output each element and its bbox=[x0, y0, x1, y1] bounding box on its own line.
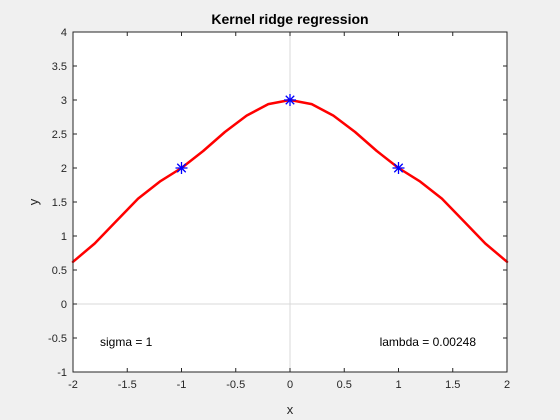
y-tick-label: 1 bbox=[61, 231, 67, 243]
ticks: -2 -1.5 -1 -0.5 0 0.5 1 1.5 2 -1 -0.5 0 0.5 1 1.5 2 2.5 3… bbox=[48, 27, 510, 391]
x-axis-label: x bbox=[287, 402, 294, 417]
y-axis-label: y bbox=[26, 198, 41, 205]
x-tick-label: -2 bbox=[68, 379, 78, 391]
y-tick-label: 0 bbox=[61, 299, 67, 311]
data-point-marker bbox=[175, 162, 188, 174]
y-tick-label: 3.5 bbox=[52, 61, 67, 73]
plot-content bbox=[71, 94, 509, 264]
x-tick-label: 0 bbox=[287, 379, 293, 391]
x-tick-label: 2 bbox=[504, 379, 510, 391]
y-tick-label: 2.5 bbox=[52, 129, 67, 141]
data-point-marker bbox=[284, 94, 296, 106]
y-tick-label: 4 bbox=[61, 27, 67, 39]
y-tick-label: 0.5 bbox=[52, 265, 67, 277]
y-tick-label: 3 bbox=[61, 95, 67, 107]
x-tick-label: -0.5 bbox=[226, 379, 245, 391]
annotation-sigma: sigma = 1 bbox=[100, 335, 153, 349]
chart-title: Kernel ridge regression bbox=[211, 11, 368, 27]
x-tick-label: 1.5 bbox=[445, 379, 460, 391]
x-tick-label: -1 bbox=[177, 379, 187, 391]
y-tick-label: 2 bbox=[61, 163, 67, 175]
y-tick-label: -1 bbox=[57, 367, 67, 379]
y-tick-label: -0.5 bbox=[48, 333, 67, 345]
zero-lines bbox=[73, 32, 507, 372]
annotation-lambda: lambda = 0.00248 bbox=[380, 335, 477, 349]
x-tick-label: -1.5 bbox=[118, 379, 137, 391]
data-point-marker bbox=[392, 162, 405, 174]
y-tick-label: 1.5 bbox=[52, 197, 67, 209]
x-tick-label: 1 bbox=[395, 379, 401, 391]
x-tick-label: 0.5 bbox=[337, 379, 352, 391]
